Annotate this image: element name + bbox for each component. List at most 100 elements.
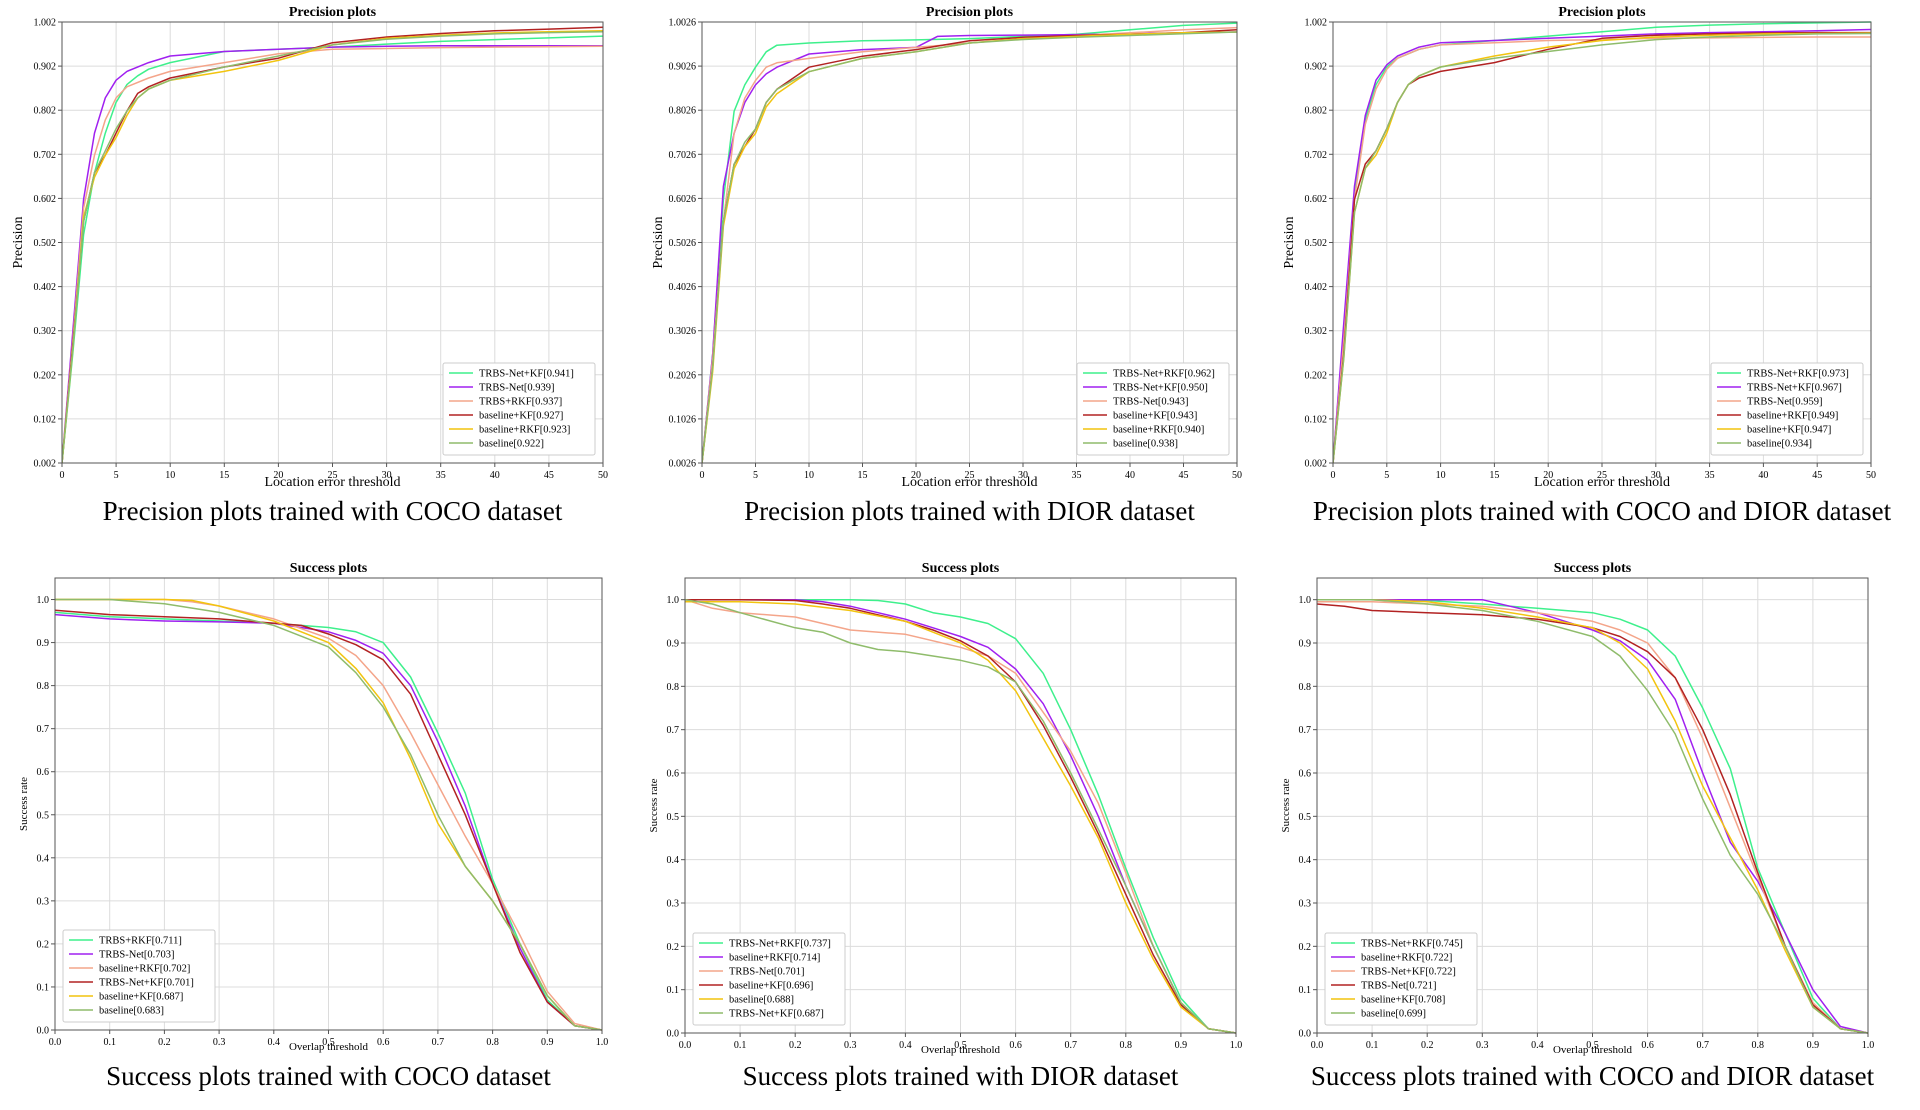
chart-panel-3: 0 5 10 15 20 25 30 35 40 45 50 0.002 0.102 0.202 0.302… bbox=[1282, 5, 1892, 526]
x-tick-label: 0.7 bbox=[1064, 1040, 1077, 1051]
y-tick-label: 0.202 bbox=[1305, 370, 1328, 381]
y-tick-label: 0.3 bbox=[37, 896, 50, 907]
x-tick-label: 30 bbox=[1018, 470, 1028, 481]
y-tick-label: 0.7026 bbox=[669, 150, 697, 161]
x-axis-label: Overlap threshold bbox=[289, 1041, 369, 1053]
y-tick-label: 0.6 bbox=[37, 767, 50, 778]
legend-entry: TRBS-Net+KF[0.722] bbox=[1361, 967, 1456, 978]
legend-entry: baseline[0.683] bbox=[99, 1006, 164, 1017]
y-tick-label: 1.002 bbox=[34, 18, 57, 29]
y-tick-label: 0.5 bbox=[667, 812, 680, 823]
series-line-1 bbox=[685, 598, 1236, 1034]
legend-entry: baseline+RKF[0.923] bbox=[479, 425, 570, 436]
chart-caption: Precision plots trained with COCO and DI… bbox=[1313, 496, 1892, 526]
y-tick-label: 0.5 bbox=[1299, 812, 1312, 823]
x-axis-label: Location error threshold bbox=[264, 475, 400, 490]
legend-entry: TRBS-Net+RKF[0.737] bbox=[729, 939, 831, 950]
x-tick-label: 0.0 bbox=[679, 1040, 692, 1051]
chart-panel-6: 0.0 0.1 0.2 0.3 0.4 0.5 0.6 0.7 0.8 0.9 1.0 0.0 0.1 0… bbox=[1280, 561, 1875, 1091]
y-tick-label: 0.102 bbox=[34, 414, 57, 425]
x-tick-label: 0.5 bbox=[954, 1040, 967, 1051]
y-tick-label: 0.402 bbox=[34, 282, 57, 293]
y-tick-label: 0.5 bbox=[37, 810, 50, 821]
legend-entry: TRBS-Net+RKF[0.962] bbox=[1113, 369, 1215, 380]
legend: TRBS-Net+RKF[0.737] baseline+RKF[0.714] TR… bbox=[692, 932, 846, 1026]
y-tick-label: 0.2 bbox=[1299, 942, 1312, 953]
x-tick-label: 0.5 bbox=[322, 1037, 335, 1048]
legend-entry: baseline[0.934] bbox=[1747, 439, 1812, 450]
x-tick-label: 0.2 bbox=[158, 1037, 171, 1048]
legend-box bbox=[1076, 362, 1230, 456]
y-tick-label: 0.2 bbox=[37, 939, 50, 950]
chart-panel-4: 0.0 0.1 0.2 0.3 0.4 0.5 0.6 0.7 0.8 0.9 1.0 0.0 0.1 0… bbox=[18, 561, 608, 1091]
x-tick-label: 5 bbox=[114, 470, 119, 481]
x-tick-label: 0.3 bbox=[1476, 1040, 1489, 1051]
x-tick-label: 30 bbox=[382, 470, 392, 481]
x-tick-label: 0.3 bbox=[844, 1040, 857, 1051]
x-axis-label: Overlap threshold bbox=[1553, 1044, 1633, 1056]
x-tick-label: 10 bbox=[804, 470, 814, 481]
y-tick-label: 0.8 bbox=[667, 682, 680, 693]
x-tick-label: 0.4 bbox=[268, 1037, 281, 1048]
x-axis-label: Location error threshold bbox=[1534, 475, 1670, 490]
y-axis-label: Success rate bbox=[648, 778, 660, 832]
x-tick-label: 1.0 bbox=[1862, 1040, 1875, 1051]
series-line-3 bbox=[62, 45, 603, 464]
legend-entry: TRBS-Net[0.721] bbox=[1361, 981, 1437, 992]
legend-entry: TRBS+RKF[0.937] bbox=[479, 397, 562, 408]
legend: TRBS-Net+RKF[0.973] TRBS-Net+KF[0.967] TRB… bbox=[1710, 362, 1864, 456]
legend-entry: baseline+RKF[0.702] bbox=[99, 964, 190, 975]
legend-entry: baseline[0.938] bbox=[1113, 439, 1178, 450]
x-tick-label: 5 bbox=[1384, 470, 1389, 481]
chart-title: Success plots bbox=[922, 561, 1000, 576]
x-tick-label: 0.9 bbox=[1175, 1040, 1188, 1051]
y-tick-label: 0.802 bbox=[1305, 106, 1328, 117]
chart-caption: Success plots trained with COCO and DIOR… bbox=[1311, 1061, 1875, 1091]
y-tick-label: 0.6 bbox=[1299, 769, 1312, 780]
legend-box bbox=[62, 929, 216, 1023]
series-line-2 bbox=[62, 45, 603, 464]
x-tick-label: 0.8 bbox=[486, 1037, 499, 1048]
legend-entry: TRBS-Net+KF[0.950] bbox=[1113, 383, 1208, 394]
series-line-6 bbox=[55, 598, 602, 1031]
series-line-4 bbox=[55, 609, 602, 1031]
y-tick-label: 0.002 bbox=[34, 459, 57, 470]
legend-entry: TRBS-Net+KF[0.687] bbox=[729, 1009, 824, 1020]
legend-entry: TRBS+RKF[0.711] bbox=[99, 936, 182, 947]
y-tick-label: 0.1026 bbox=[669, 414, 697, 425]
x-tick-label: 35 bbox=[1705, 470, 1715, 481]
y-tick-label: 0.702 bbox=[1305, 150, 1328, 161]
chart-title: Precision plots bbox=[1558, 5, 1646, 20]
series-line-6 bbox=[702, 31, 1237, 464]
chart-panel-2: 0 5 10 15 20 25 30 35 40 45 50 0.0026 0.1026 0.2026 0.… bbox=[651, 5, 1242, 526]
y-tick-label: 0.3026 bbox=[669, 326, 697, 337]
series-line-2 bbox=[1317, 598, 1868, 1034]
y-tick-label: 0.3 bbox=[1299, 899, 1312, 910]
chart-caption: Success plots trained with COCO dataset bbox=[106, 1061, 551, 1091]
x-tick-label: 0.8 bbox=[1120, 1040, 1133, 1051]
y-tick-label: 0.602 bbox=[1305, 194, 1328, 205]
x-tick-label: 10 bbox=[165, 470, 175, 481]
legend-entry: baseline+RKF[0.949] bbox=[1747, 411, 1838, 422]
legend-entry: TRBS-Net[0.939] bbox=[479, 383, 555, 394]
y-tick-label: 0.4 bbox=[37, 853, 50, 864]
legend-entry: TRBS-Net[0.959] bbox=[1747, 397, 1823, 408]
legend-entry: TRBS-Net+KF[0.701] bbox=[99, 978, 194, 989]
chart-caption: Precision plots trained with COCO datase… bbox=[103, 496, 563, 526]
x-tick-label: 0.5 bbox=[1586, 1040, 1599, 1051]
x-tick-label: 25 bbox=[965, 470, 975, 481]
y-tick-label: 0.9 bbox=[1299, 639, 1312, 650]
y-tick-label: 0.002 bbox=[1305, 459, 1328, 470]
y-tick-label: 0.9 bbox=[667, 639, 680, 650]
series-line-3 bbox=[1333, 36, 1871, 464]
legend-entry: baseline+RKF[0.940] bbox=[1113, 425, 1204, 436]
y-tick-label: 0.4 bbox=[1299, 855, 1312, 866]
y-tick-label: 1.002 bbox=[1305, 18, 1328, 29]
legend-entry: TRBS-Net[0.701] bbox=[729, 967, 805, 978]
y-tick-label: 0.902 bbox=[34, 62, 57, 73]
y-tick-label: 0.9026 bbox=[669, 62, 697, 73]
x-tick-label: 15 bbox=[1489, 470, 1499, 481]
legend-box bbox=[1324, 932, 1478, 1026]
